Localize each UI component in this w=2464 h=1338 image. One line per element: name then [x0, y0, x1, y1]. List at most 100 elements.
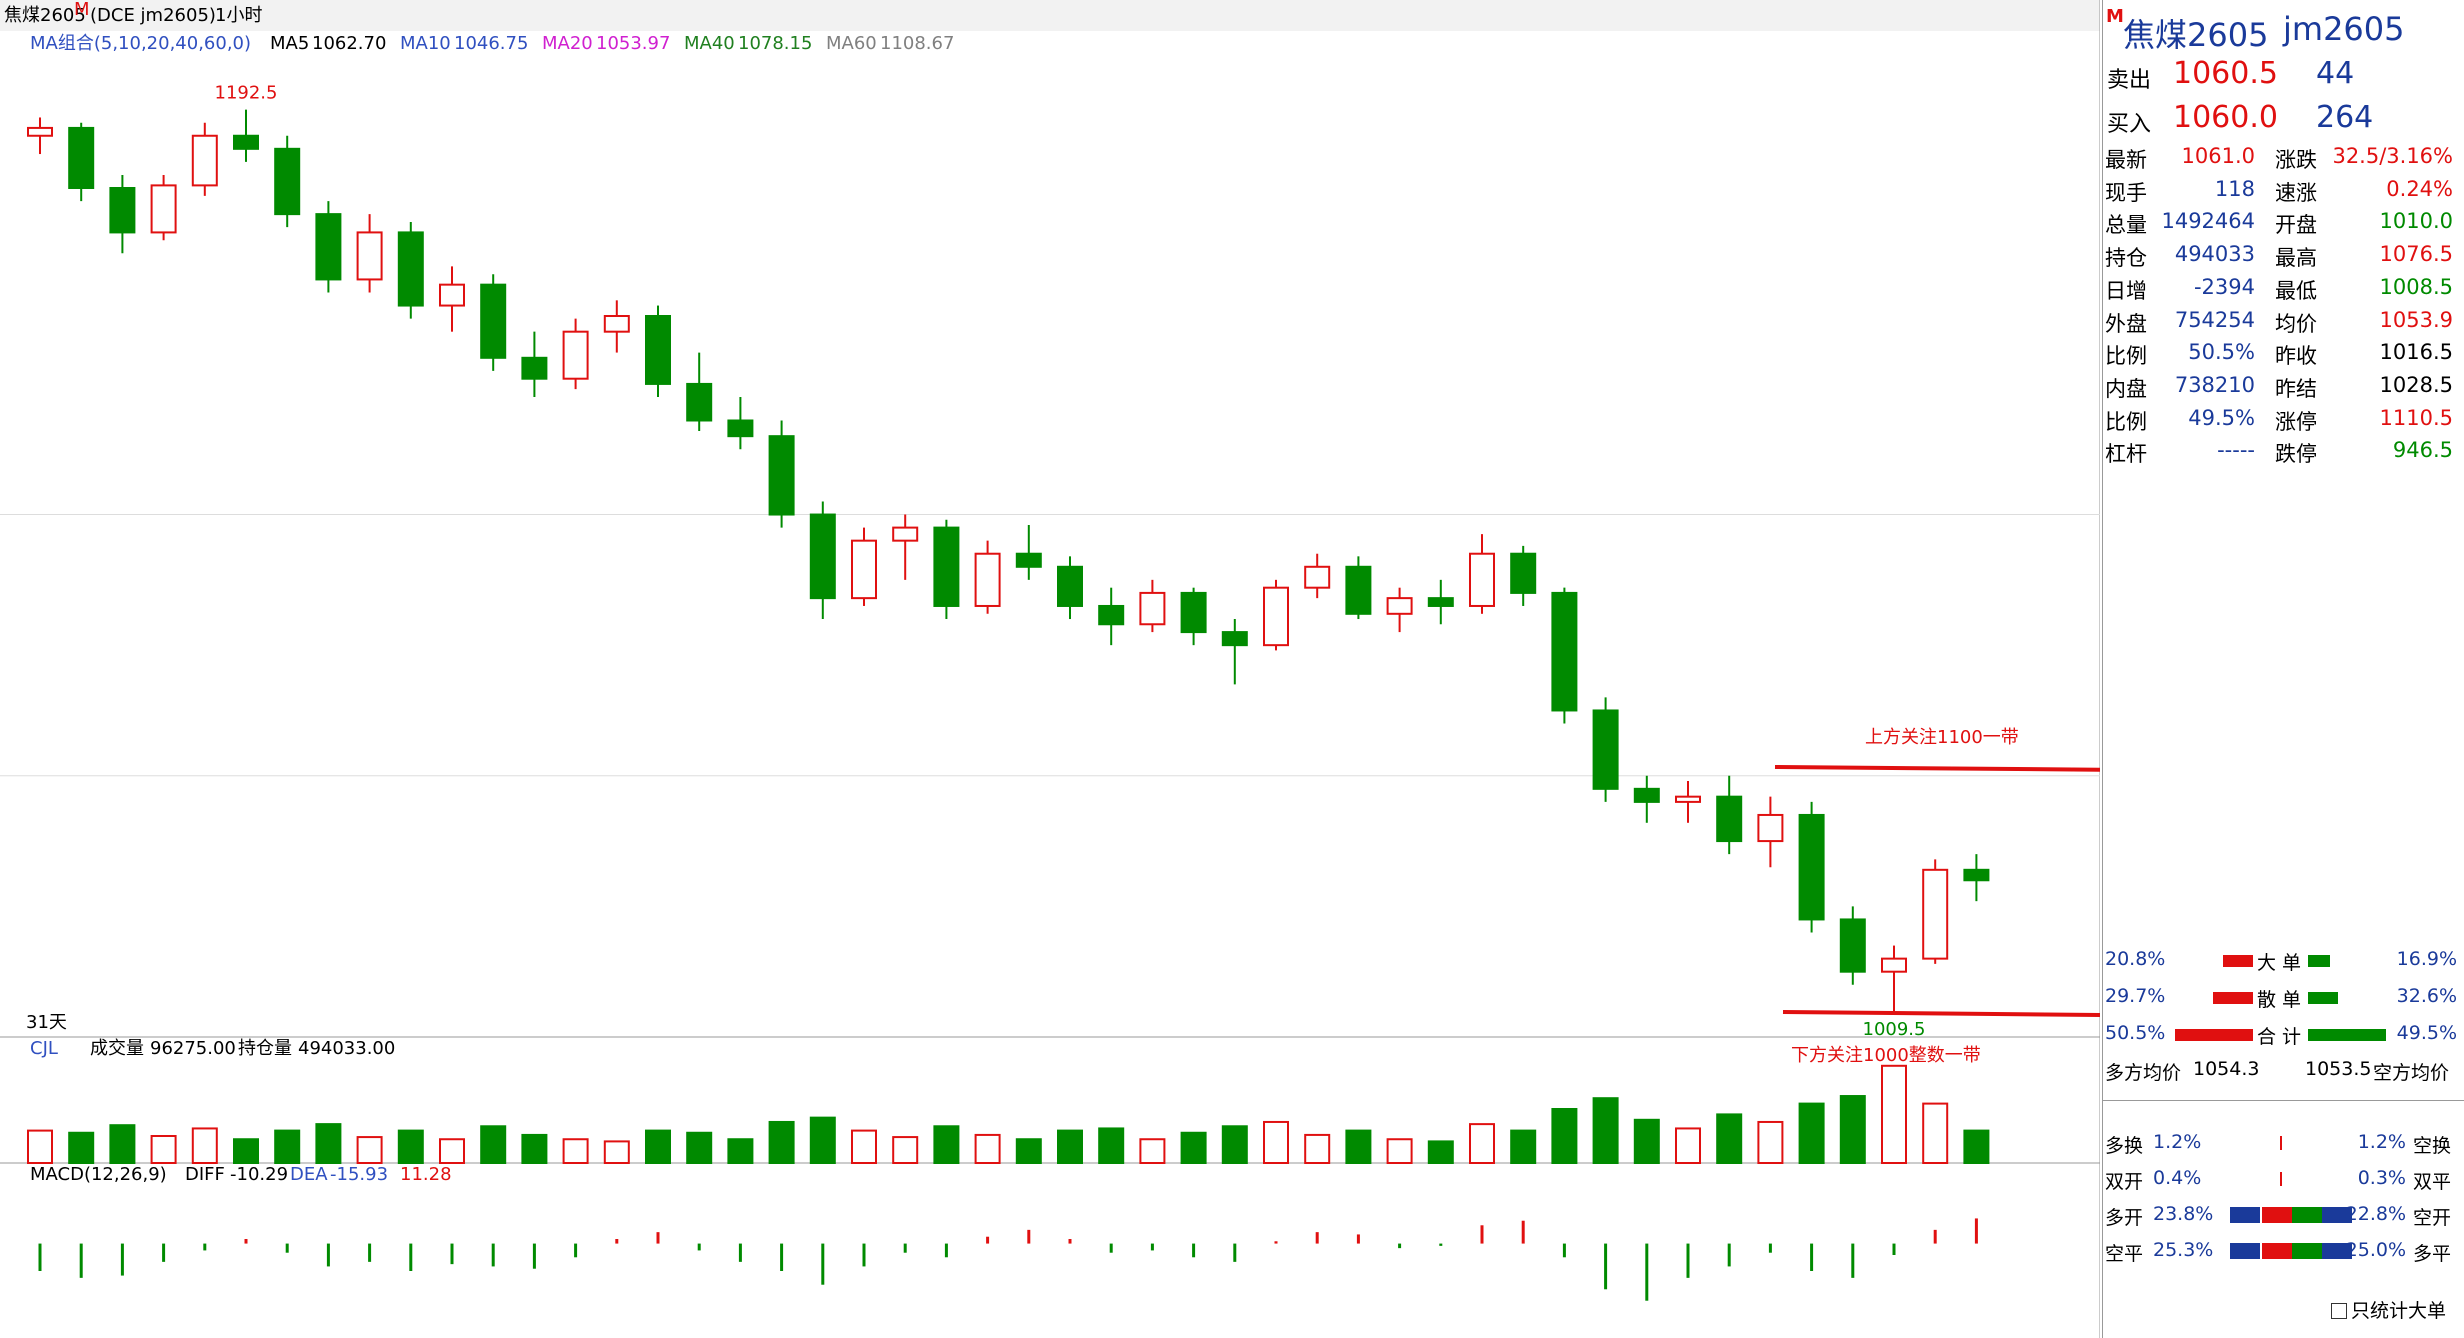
stat-label: 持仓 [2105, 246, 2147, 271]
volume-bar [1675, 1127, 1701, 1164]
stat-label: 最新 [2105, 148, 2147, 172]
period-selector[interactable]: 1小时 [215, 5, 262, 26]
ma-legend-value: 1046.75 [454, 33, 528, 54]
ma-legend-label: MA5 [270, 33, 309, 54]
stat-value: 738210 [2174, 372, 2255, 397]
annotation-line [1782, 1010, 2100, 1017]
volume-bar [1551, 1108, 1578, 1164]
stat-value: 32.5/3.16% [2332, 144, 2453, 168]
macd-title: MACD(12,26,9) [30, 1164, 167, 1185]
volume-bar [397, 1129, 424, 1164]
ma-legend-value: 1062.70 [312, 33, 386, 54]
annotation-text: 下方关注1000整数一带 [1791, 1045, 1981, 1066]
stat-label: 涨跌 [2275, 148, 2317, 172]
change-value: 1.2% [2357, 1131, 2406, 1153]
flow-label: 散 单 [2257, 989, 2302, 1011]
stat-label: 比例 [2105, 409, 2147, 434]
candle-body [1180, 591, 1207, 634]
volume-value: 96275.00 [150, 1038, 236, 1059]
volume-bar [68, 1131, 95, 1165]
flow-right: 49.5% [2396, 1022, 2457, 1044]
flow-label: 合 计 [2257, 1026, 2302, 1048]
volume-bar [645, 1129, 671, 1164]
candle-body [1139, 591, 1166, 626]
stat-label: 昨收 [2275, 344, 2317, 369]
candle-body [1098, 604, 1125, 626]
bid-label: 买入 [2107, 112, 2152, 137]
volume-bar [480, 1125, 507, 1165]
stat-checkbox[interactable]: 只统计大单 [2351, 1300, 2447, 1322]
volume-bar [1386, 1138, 1413, 1164]
stat-label: 总量 [2105, 213, 2147, 238]
stat-value: 1010.0 [2379, 209, 2453, 234]
days-label: 31天 [26, 1012, 67, 1033]
candle-body [1263, 586, 1289, 647]
volume-bar [1592, 1097, 1619, 1164]
change-value: 0.3% [2357, 1167, 2406, 1189]
stat-label: 昨结 [2275, 376, 2317, 401]
candle-body [1633, 787, 1660, 803]
candle-body [191, 134, 218, 187]
ask-volume: 44 [2316, 56, 2355, 91]
bar-block [2230, 1243, 2260, 1259]
macd-value: 11.28 [400, 1164, 452, 1185]
low-label: 1009.5 [1863, 1019, 1926, 1040]
volume-bar [1304, 1133, 1331, 1165]
ma-legend-label: MA20 [542, 33, 593, 54]
volume-bar [892, 1136, 919, 1164]
candle-body [1057, 565, 1083, 607]
ma-legend-value: 1078.15 [738, 33, 812, 54]
volume-bar [768, 1120, 795, 1164]
volume-bar [1633, 1118, 1660, 1165]
volume-bar [191, 1127, 218, 1164]
oi-label: 持仓量 [238, 1038, 292, 1059]
candle-body [315, 213, 342, 281]
ma-legend-label: MA40 [684, 33, 735, 54]
stat-value: 49.5% [2188, 405, 2255, 430]
volume-bar [1427, 1140, 1454, 1165]
candle-body [1469, 552, 1495, 607]
bar-block [2308, 955, 2330, 967]
stat-value: 1061.0 [2181, 144, 2255, 168]
volume-bar [974, 1133, 1001, 1165]
high-label: 1192.5 [215, 83, 278, 104]
change-label: 多换 [2105, 1135, 2144, 1157]
stat-value: 1008.5 [2379, 274, 2453, 299]
volume-bar [1881, 1064, 1907, 1165]
volume-bar [727, 1138, 754, 1164]
flow-left: 29.7% [2105, 985, 2166, 1007]
change-label: 多平 [2413, 1243, 2452, 1265]
candle-body [68, 126, 95, 190]
stat-label: 内盘 [2105, 376, 2147, 401]
candle-body [1386, 597, 1413, 615]
stat-label: 日增 [2105, 278, 2147, 303]
candle-body [686, 382, 713, 422]
bar-block [2262, 1207, 2292, 1223]
change-value: 25.0% [2345, 1239, 2406, 1261]
stat-label: 速涨 [2275, 180, 2317, 205]
volume-bar [274, 1129, 301, 1164]
bar-block [2331, 1303, 2347, 1319]
stat-label: 现手 [2105, 180, 2147, 205]
change-label: 多开 [2105, 1207, 2144, 1229]
volume-bar [1139, 1138, 1166, 1164]
volume-bar [1922, 1102, 1949, 1164]
change-value: 0.4% [2153, 1167, 2202, 1189]
volume-bar [1757, 1120, 1784, 1164]
volume-bar [851, 1129, 877, 1164]
bar-block [2292, 1207, 2322, 1223]
bar-block [2262, 1243, 2292, 1259]
bar-block [2175, 1029, 2253, 1041]
quote-name: 焦煤2605 [2123, 16, 2269, 54]
flow-right: 16.9% [2396, 948, 2457, 970]
candle-body [1716, 795, 1743, 843]
candle-body [1675, 795, 1701, 803]
bar-block [2213, 992, 2253, 1004]
oi-value: 494033.00 [298, 1038, 395, 1059]
candle-body [233, 134, 259, 150]
change-label: 双开 [2105, 1171, 2144, 1193]
candle-body [603, 315, 630, 333]
volume-bar [1798, 1102, 1825, 1164]
change-value: 25.3% [2153, 1239, 2214, 1261]
